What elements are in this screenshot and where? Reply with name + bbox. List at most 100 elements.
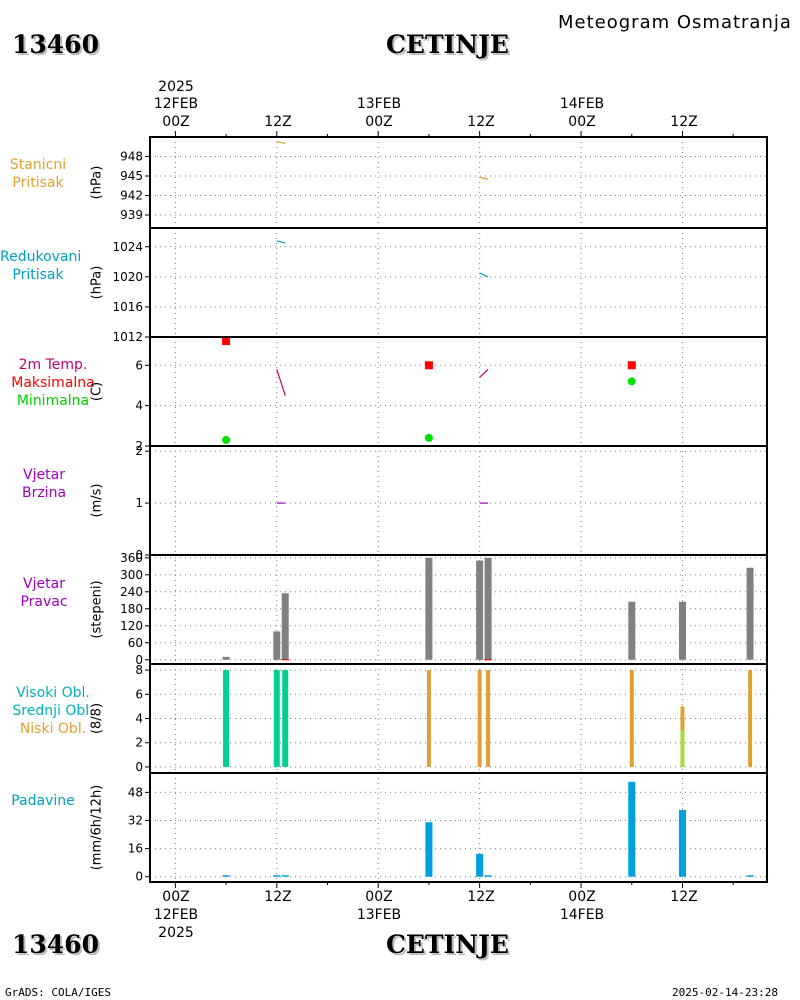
label-wind-direction-line-1: Vjetar xyxy=(23,576,65,592)
reduced-pressure-line xyxy=(276,240,286,244)
wind_speed-unit-label: (m/s) xyxy=(90,484,105,518)
wind-direction-bar xyxy=(476,560,484,660)
wind-direction-bar xyxy=(678,601,686,660)
precipitation-bar xyxy=(476,853,484,877)
station_pressure-ytick-label: 945 xyxy=(120,169,143,183)
precipitation-bar xyxy=(273,875,281,877)
temperature-ytick-label: 4 xyxy=(135,399,143,413)
label-reduced-pressure-line-1: Redukovani xyxy=(0,249,82,265)
wind-direction-bar xyxy=(746,567,754,660)
precipitation-ytick-label: 0 xyxy=(135,870,143,884)
clouds-ytick-label: 2 xyxy=(135,736,143,750)
top-hour-label-4: 12Z xyxy=(467,114,495,130)
label-reduced-pressure: Redukovani Pritisak xyxy=(0,248,82,284)
label-temperature-line-1: 2m Temp. xyxy=(18,357,88,373)
label-reduced-pressure-line-2: Pritisak xyxy=(12,267,64,283)
tmin-marker xyxy=(424,433,433,442)
reduced_pressure-ytick-label: 1020 xyxy=(112,270,143,284)
wind-direction-bar xyxy=(628,601,636,660)
temperature-ytick-label: 6 xyxy=(135,358,143,372)
station-id-bottom: 13460 xyxy=(12,930,99,959)
reduced_pressure-ytick-label: 1016 xyxy=(112,300,143,314)
clouds-unit-label: (8/8) xyxy=(90,703,105,734)
label-clouds-line-1: Visoki Obl. xyxy=(16,685,90,701)
low-cloud-bar xyxy=(477,670,482,767)
reduced_pressure-unit-label: (hPa) xyxy=(90,266,105,300)
label-wind-speed-line-2: Brzina xyxy=(21,485,67,501)
meteogram-title: Meteogram Osmatranja xyxy=(558,12,792,33)
bottom-day-label-3: 14FEB xyxy=(559,907,605,923)
wind_speed-ytick-label: 1 xyxy=(135,496,143,510)
top-hour-label-5: 00Z xyxy=(568,114,596,130)
wind_direction-ytick-label: 240 xyxy=(120,585,143,599)
station-id-top: 13460 xyxy=(12,30,99,59)
label-precipitation: Padavine xyxy=(0,792,86,810)
label-temperature-line-2: Maksimalna xyxy=(11,375,95,391)
station_pressure-ytick-label: 942 xyxy=(120,189,143,203)
bottom-hour-label-2: 12Z xyxy=(264,889,292,905)
bottom-hour-label-1: 00Z xyxy=(162,889,190,905)
precipitation-bar xyxy=(628,781,636,877)
top-day-label-1: 12FEB xyxy=(153,96,199,112)
station-name-bottom: CETINJE xyxy=(386,930,509,959)
tmin-marker xyxy=(627,377,636,386)
clouds-ytick-label: 6 xyxy=(135,687,143,701)
wind_direction-unit-label: (stepeni) xyxy=(90,580,105,638)
clouds-ytick-label: 8 xyxy=(135,663,143,677)
tmax-marker xyxy=(627,361,636,370)
bottom-hour-label-5: 00Z xyxy=(568,889,596,905)
tmin-marker xyxy=(222,435,231,444)
wind_speed-ytick-label: 2 xyxy=(135,444,143,458)
bottom-year-label: 2025 xyxy=(158,925,194,941)
chart-frame xyxy=(149,136,768,883)
temperature-unit-label: (C) xyxy=(90,382,105,401)
precipitation-ytick-label: 48 xyxy=(128,785,143,799)
station-name-top: CETINJE xyxy=(386,30,509,59)
label-clouds-line-2: Srednji Obl. xyxy=(12,703,94,719)
top-day-label-3: 14FEB xyxy=(559,96,605,112)
mid-cloud-bar xyxy=(680,730,685,767)
high-cloud-bar xyxy=(273,670,280,767)
precipitation-bar xyxy=(281,875,289,877)
bottom-hour-label-6: 12Z xyxy=(670,889,698,905)
low-cloud-bar xyxy=(426,670,431,767)
label-clouds-line-3: Niski Obl. xyxy=(19,721,87,737)
precipitation-ytick-label: 16 xyxy=(128,842,143,856)
station_pressure-ytick-label: 948 xyxy=(120,150,143,164)
label-wind-speed: Vjetar Brzina xyxy=(0,466,88,502)
bottom-day-label-2: 13FEB xyxy=(356,907,402,923)
high-cloud-bar xyxy=(223,670,230,767)
clouds-ytick-label: 0 xyxy=(135,760,143,774)
top-hour-label-1: 00Z xyxy=(162,114,190,130)
footer-timestamp: 2025-02-14-23:28 xyxy=(672,986,778,999)
label-temperature-line-3: Minimalna xyxy=(16,393,90,409)
precipitation-bar xyxy=(425,822,433,877)
low-cloud-bar xyxy=(486,670,491,767)
wind_direction-ytick-label: 180 xyxy=(120,602,143,616)
label-station-pressure: Stanicni Pritisak xyxy=(0,156,76,192)
precipitation-bar xyxy=(484,875,492,877)
top-day-label-2: 13FEB xyxy=(356,96,402,112)
wind-direction-bar xyxy=(484,557,492,660)
wind_direction-ytick-label: 0 xyxy=(135,653,143,667)
tmax-marker xyxy=(222,337,231,346)
clouds-ytick-label: 4 xyxy=(135,712,143,726)
top-hour-label-2: 12Z xyxy=(264,114,292,130)
reduced_pressure-ytick-label: 1024 xyxy=(112,240,143,254)
station_pressure-unit-label: (hPa) xyxy=(90,166,105,200)
wind_direction-ytick-label: 360 xyxy=(120,551,143,565)
label-station-pressure-line-2: Pritisak xyxy=(12,175,64,191)
reduced-pressure-line xyxy=(479,272,489,278)
wind-direction-bar xyxy=(222,656,230,660)
wind_speed-ytick-label: 0 xyxy=(135,548,143,562)
wind_direction-ytick-label: 300 xyxy=(120,568,143,582)
precipitation-bar xyxy=(222,875,230,877)
precipitation-unit-label: (mm/6h/12h) xyxy=(90,785,105,871)
station-pressure-line xyxy=(276,140,286,145)
label-wind-direction: Vjetar Pravac xyxy=(0,575,88,611)
wind-direction-bar xyxy=(425,557,433,660)
wind_direction-ytick-label: 120 xyxy=(120,619,143,633)
top-hour-label-6: 12Z xyxy=(670,114,698,130)
temperature-ytick-label: 2 xyxy=(135,439,143,453)
